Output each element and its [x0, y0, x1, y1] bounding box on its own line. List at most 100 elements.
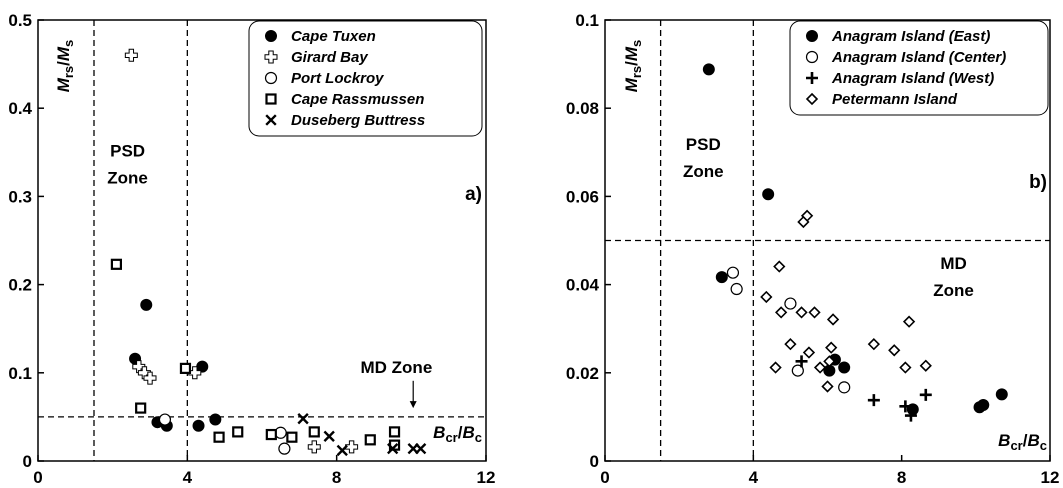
data-point: [135, 402, 147, 414]
data-point: [364, 434, 376, 446]
data-point: [213, 431, 225, 443]
panel-a: 0 0.1 0.2 0.3 0.4 0.5 0 4 8 12 PSD Zone MD Zone Mrs/M…: [8, 11, 495, 487]
data-point: [838, 361, 851, 374]
series-anagram-island-center-: [726, 266, 851, 394]
x-tick-label: 4: [183, 468, 193, 487]
data-point: [904, 409, 917, 422]
data-point: [899, 400, 912, 413]
data-point: [232, 426, 244, 438]
data-point: [760, 290, 773, 304]
data-point: [795, 306, 808, 319]
x-tick-label: 4: [749, 468, 759, 487]
x-axis-label: Bcr/Bc: [433, 423, 482, 445]
y-tick-label: 0.2: [8, 276, 32, 295]
data-point: [278, 442, 291, 455]
legend-label: Cape Rassmussen: [291, 91, 424, 108]
data-point: [919, 388, 932, 401]
data-point: [286, 431, 298, 443]
data-point: [773, 260, 786, 273]
x-tick-label: 0: [600, 468, 609, 487]
data-point: [919, 359, 932, 372]
data-point: [797, 215, 810, 229]
data-point: [977, 398, 990, 411]
legend-label: Anagram Island (West): [831, 70, 994, 87]
data-point: [415, 443, 427, 455]
data-point: [702, 63, 715, 76]
series-duseberg-buttress: [297, 413, 427, 457]
legend-label: Petermann Island: [832, 91, 958, 108]
data-point: [110, 258, 123, 270]
data-point: [715, 271, 728, 284]
panel-tag: b): [1029, 172, 1047, 193]
y-tick-label: 0.1: [575, 11, 599, 30]
data-point: [158, 413, 172, 426]
data-point: [899, 361, 912, 374]
data-point: [387, 443, 399, 455]
data-point: [297, 413, 309, 425]
legend-marker: [264, 71, 278, 85]
data-point: [808, 306, 821, 319]
legend-marker: [805, 92, 819, 106]
x-tick-label: 8: [332, 468, 341, 487]
data-point: [323, 430, 335, 442]
legend-marker: [265, 93, 277, 105]
x-tick-label: 8: [897, 468, 906, 487]
series-anagram-island-east-: [702, 63, 1008, 416]
data-point: [345, 440, 359, 454]
legend-marker: [806, 72, 818, 84]
x-axis-label: Bcr/Bc: [998, 431, 1047, 453]
data-point: [143, 371, 157, 385]
series-port-lockroy: [158, 413, 291, 455]
legend-marker: [805, 50, 819, 64]
data-point: [821, 380, 834, 393]
data-point: [140, 298, 153, 311]
y-tick-label: 0.02: [566, 364, 599, 383]
data-point: [308, 426, 320, 438]
x-tick-label: 12: [1041, 468, 1060, 487]
y-tick-label: 0.5: [8, 11, 32, 30]
data-point: [730, 282, 743, 296]
data-point: [791, 364, 804, 377]
legend: Cape Tuxen Girard Bay Port Lockroy Cape Ras…: [248, 20, 483, 137]
data-point: [775, 306, 788, 319]
data-point: [802, 346, 816, 359]
panel-b: 0 0.02 0.04 0.06 0.08 0.1 0 4 8 12 PSD Zone MD Zone Mr…: [566, 11, 1060, 487]
legend-label: Port Lockroy: [291, 70, 384, 87]
zone-label: MD Zone: [361, 358, 433, 377]
data-point: [762, 188, 775, 201]
y-axis-label: Mrs/Ms: [622, 40, 644, 93]
legend-marker: [265, 30, 277, 42]
data-point: [813, 361, 827, 374]
y-tick-label: 0.1: [8, 364, 32, 383]
zone-arrow-head: [409, 401, 417, 409]
y-tick-label: 0.08: [566, 99, 599, 118]
data-point: [209, 413, 222, 426]
data-point: [867, 338, 880, 351]
panel-tag: a): [465, 184, 482, 205]
data-point: [265, 428, 277, 441]
data-point: [995, 388, 1008, 401]
data-point: [179, 362, 192, 374]
data-point: [888, 344, 901, 357]
series-girard-bay: [124, 48, 359, 454]
legend-marker: [806, 30, 818, 42]
zone-label: MD Zone: [933, 254, 974, 300]
data-point: [336, 444, 348, 457]
legend-label: Duseberg Buttress: [291, 112, 425, 129]
data-point: [388, 426, 401, 438]
legend-box: [248, 20, 483, 137]
data-point: [902, 315, 916, 328]
data-point: [307, 440, 321, 454]
data-point: [867, 394, 880, 407]
y-tick-label: 0: [590, 452, 599, 471]
series-petermann-island: [760, 209, 932, 393]
data-point: [825, 341, 838, 354]
legend-marker: [264, 50, 278, 64]
legend-label: Anagram Island (Center): [831, 49, 1006, 66]
data-point: [784, 338, 797, 351]
y-tick-label: 0.06: [566, 187, 599, 206]
data-point: [826, 313, 840, 326]
zone-label: PSD Zone: [107, 142, 148, 188]
data-point: [784, 297, 797, 310]
y-tick-label: 0.4: [8, 99, 32, 118]
